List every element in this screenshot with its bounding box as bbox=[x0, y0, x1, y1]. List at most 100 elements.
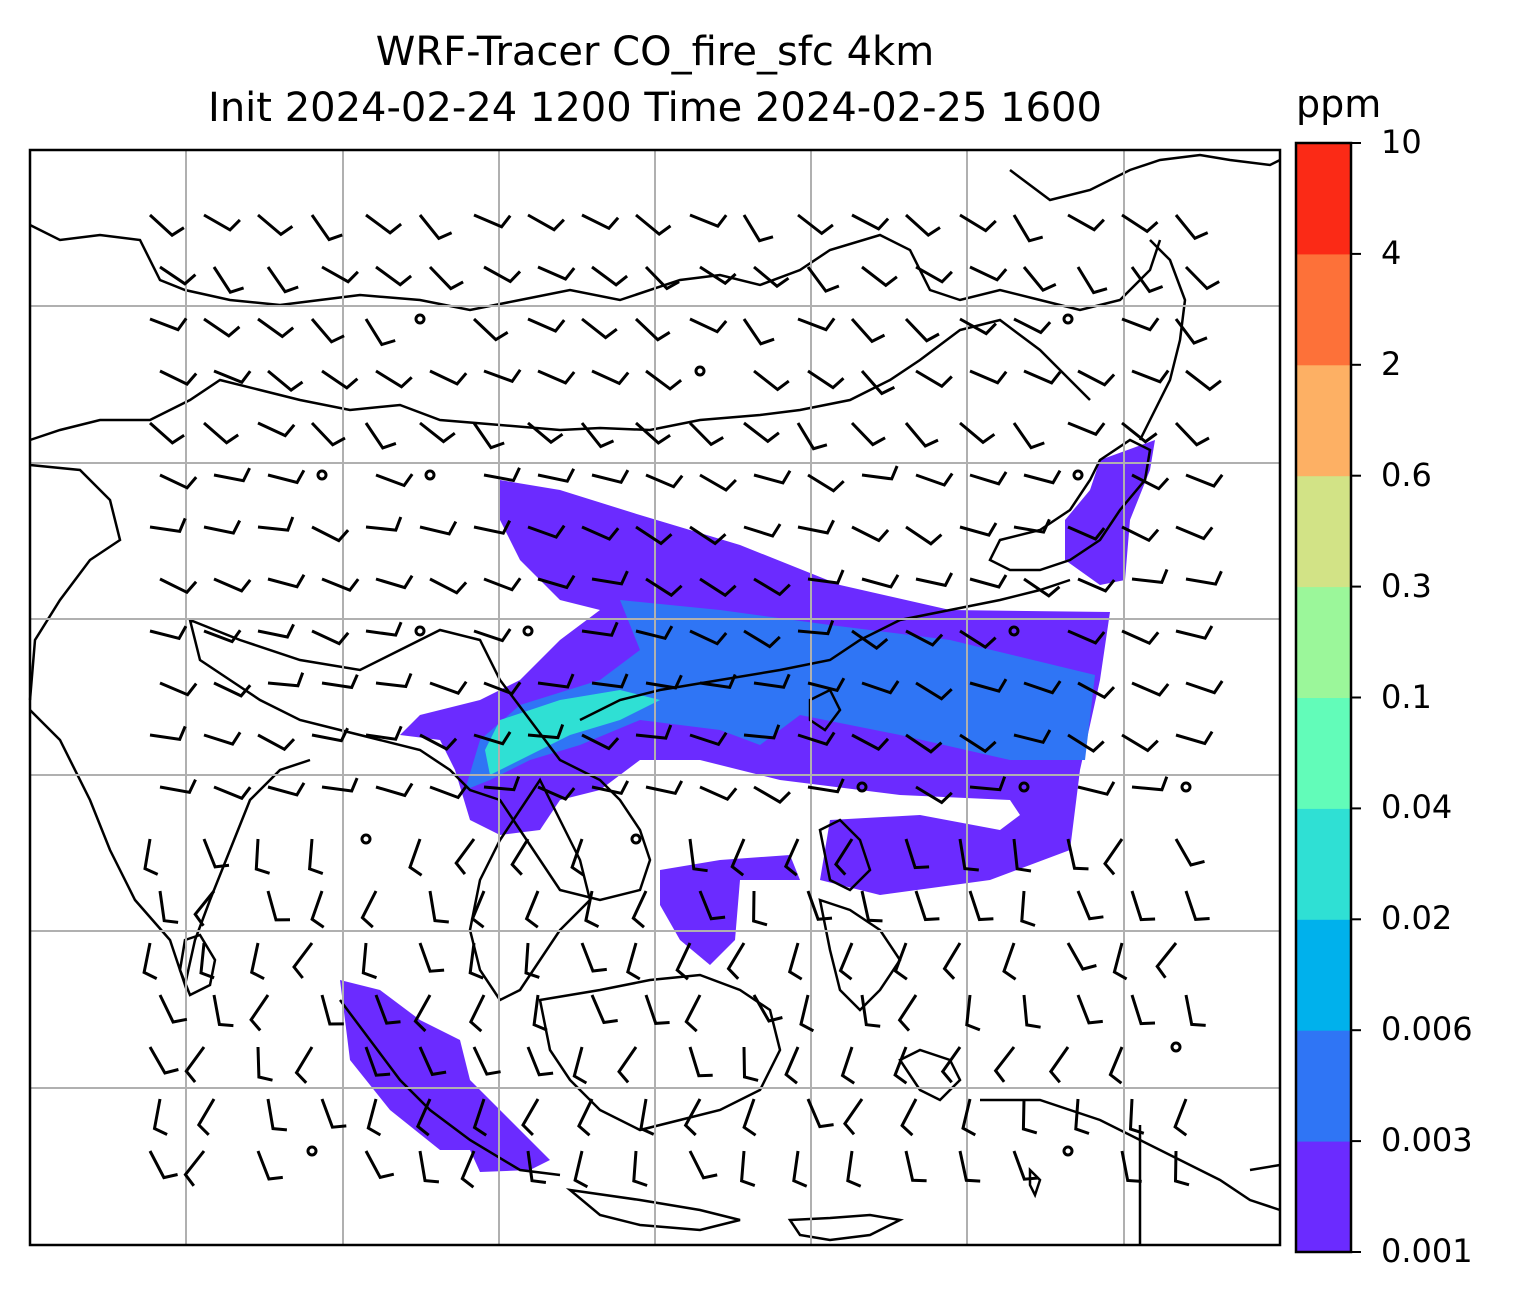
wind-barb bbox=[142, 942, 158, 980]
wind-barb bbox=[752, 994, 783, 1023]
wind-barb bbox=[267, 672, 305, 688]
wind-barb bbox=[807, 569, 845, 585]
wind-barb bbox=[904, 317, 940, 343]
wind-barb bbox=[634, 317, 671, 342]
wind-barb bbox=[1013, 518, 1051, 534]
wind-barb bbox=[1175, 625, 1214, 640]
calm-wind-marker bbox=[522, 625, 534, 637]
wind-barb bbox=[310, 318, 345, 344]
wind-barb bbox=[364, 1046, 391, 1077]
wind-barb bbox=[850, 318, 886, 344]
wind-barb bbox=[321, 577, 360, 593]
wind-barb bbox=[415, 1098, 432, 1137]
wind-barb bbox=[1130, 266, 1164, 294]
wind-barb bbox=[969, 574, 1008, 589]
wind-barb bbox=[743, 421, 780, 444]
wind-barb bbox=[149, 317, 188, 332]
wind-barb bbox=[472, 1098, 488, 1137]
wind-barb bbox=[184, 1046, 206, 1084]
wind-barb bbox=[199, 942, 215, 980]
wind-barb bbox=[472, 422, 505, 450]
wind-barb bbox=[1067, 629, 1106, 645]
wind-barb bbox=[428, 265, 464, 291]
wind-barb bbox=[257, 317, 295, 339]
wind-barb bbox=[797, 213, 834, 236]
wind-barb bbox=[1076, 890, 1104, 921]
calm-wind-marker bbox=[1170, 1041, 1182, 1053]
wind-barb bbox=[1121, 317, 1160, 332]
wind-barb bbox=[591, 265, 629, 287]
wind-barb bbox=[308, 838, 324, 876]
wind-barb bbox=[958, 838, 979, 872]
wind-barb bbox=[361, 942, 378, 980]
wind-barb bbox=[834, 838, 854, 876]
wind-barb bbox=[320, 1098, 347, 1129]
wind-barb bbox=[483, 681, 522, 696]
wind-barb bbox=[1184, 994, 1206, 1027]
wind-barb bbox=[897, 994, 918, 1032]
wind-barb bbox=[537, 574, 576, 590]
wind-barb bbox=[1174, 421, 1210, 447]
wind-barb bbox=[364, 1150, 395, 1180]
wind-barb bbox=[797, 619, 835, 636]
calm-wind-marker bbox=[1018, 781, 1030, 793]
wind-barb bbox=[527, 524, 566, 539]
wind-barb bbox=[904, 213, 941, 237]
wind-barb bbox=[580, 942, 607, 973]
wind-barb bbox=[851, 733, 890, 751]
wind-barb bbox=[159, 473, 198, 490]
wind-barb bbox=[1131, 568, 1169, 585]
colorbar-segment bbox=[1296, 586, 1351, 698]
wind-barb bbox=[364, 422, 397, 450]
wind-barb bbox=[968, 890, 994, 922]
wind-barb bbox=[537, 785, 576, 801]
wind-barb bbox=[807, 677, 846, 693]
wind-barb bbox=[257, 421, 296, 438]
wind-barb bbox=[473, 520, 512, 535]
wind-barb bbox=[1020, 890, 1036, 927]
wind-barb bbox=[249, 942, 265, 981]
colorbar-tick-label: 0.3 bbox=[1381, 566, 1432, 605]
wind-barb bbox=[429, 680, 468, 696]
wind-barb bbox=[1023, 369, 1062, 385]
wind-barb bbox=[698, 890, 726, 921]
wind-barb bbox=[584, 890, 600, 929]
wind-barb bbox=[840, 1046, 856, 1085]
wind-barb bbox=[310, 890, 325, 929]
wind-barb bbox=[851, 213, 890, 231]
wind-barb bbox=[591, 570, 629, 586]
wind-barb bbox=[1067, 421, 1106, 437]
wind-barb bbox=[742, 318, 775, 346]
wind-barb bbox=[573, 1150, 589, 1189]
wind-barb bbox=[429, 577, 468, 595]
wind-barb bbox=[959, 213, 997, 233]
wind-barb bbox=[743, 523, 782, 538]
wind-barb bbox=[1184, 890, 1210, 921]
wind-barb bbox=[806, 890, 833, 921]
wind-barb bbox=[143, 838, 159, 876]
wind-barb bbox=[699, 473, 737, 492]
wind-barb bbox=[1128, 1098, 1145, 1135]
wind-barb bbox=[689, 525, 727, 546]
colorbar-segment bbox=[1296, 253, 1351, 366]
wind-barb bbox=[375, 473, 414, 488]
wind-barb bbox=[527, 317, 566, 333]
wind-barb bbox=[375, 782, 414, 798]
calm-wind-marker bbox=[424, 469, 436, 481]
wind-barb bbox=[753, 785, 791, 804]
wind-barb bbox=[321, 777, 359, 793]
wind-barb bbox=[266, 890, 291, 922]
colorbar-tick-label: 0.04 bbox=[1381, 788, 1453, 827]
wind-barb bbox=[1131, 473, 1170, 491]
wind-barb bbox=[149, 725, 187, 741]
wind-barb bbox=[537, 369, 576, 385]
wind-barb bbox=[753, 673, 791, 689]
wind-barb bbox=[797, 731, 836, 746]
wind-barb bbox=[635, 421, 671, 445]
wind-barb bbox=[799, 994, 815, 1033]
wind-barb bbox=[1012, 422, 1045, 450]
wind-barb bbox=[689, 317, 728, 334]
wind-barb bbox=[1184, 265, 1220, 291]
wind-barb bbox=[483, 265, 522, 284]
wind-barb bbox=[860, 370, 896, 396]
